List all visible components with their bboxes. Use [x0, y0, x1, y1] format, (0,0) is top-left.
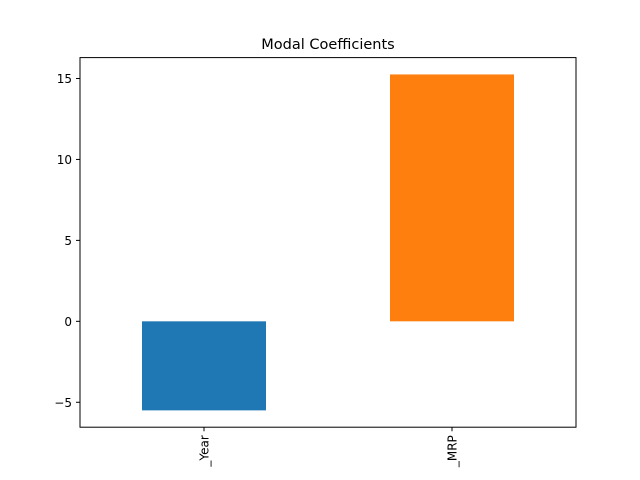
bars-layer — [142, 74, 514, 411]
y-tick-label: 10 — [57, 153, 72, 167]
chart-title: Modal Coefficients — [261, 37, 394, 53]
bar-2 — [390, 74, 514, 322]
y-tick-label: 15 — [57, 72, 72, 86]
plot-frame — [79, 57, 577, 428]
y-tick-label: −5 — [54, 396, 72, 410]
x-tick-label: _Year — [198, 435, 212, 467]
y-axis: −5 0 5 10 15 — [54, 72, 80, 410]
x-axis: _Year _MRP — [198, 427, 460, 468]
bar-1 — [142, 321, 266, 411]
x-tick-label: _MRP — [446, 435, 460, 468]
y-tick-label: 5 — [64, 234, 72, 248]
y-tick-label: 0 — [64, 315, 72, 329]
